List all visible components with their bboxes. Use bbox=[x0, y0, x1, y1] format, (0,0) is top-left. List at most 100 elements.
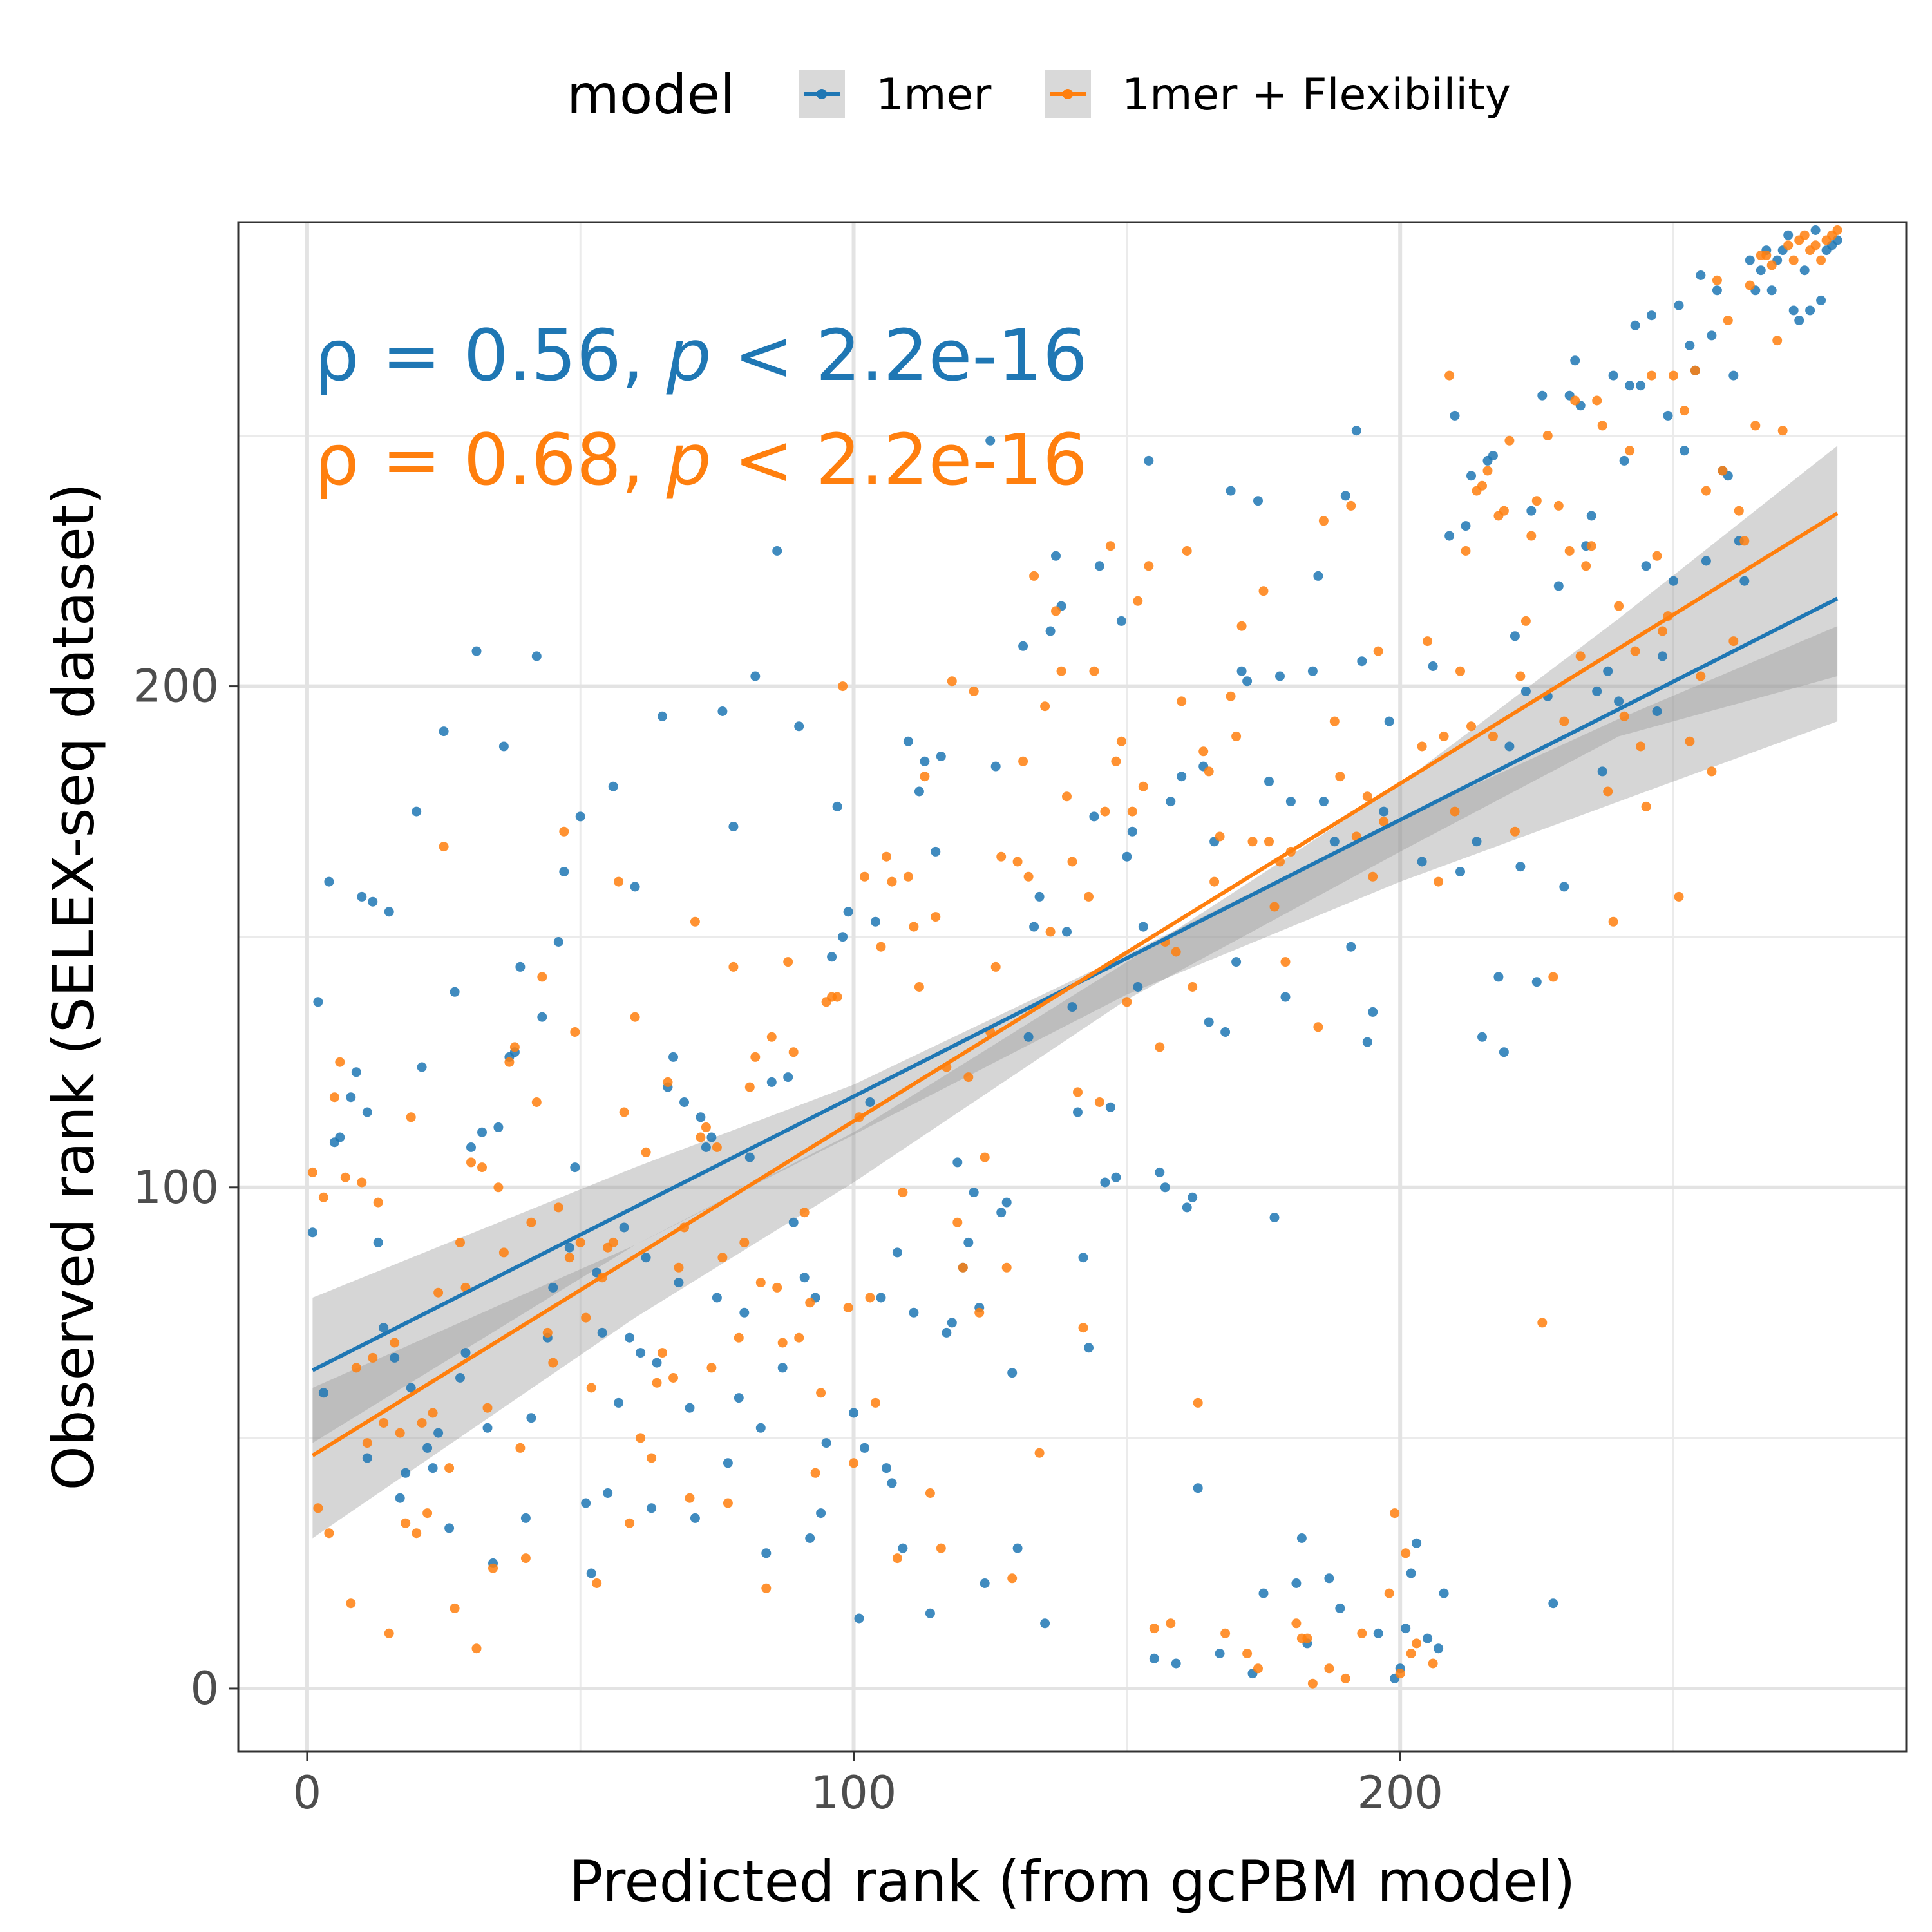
point-s1-2 bbox=[318, 1192, 328, 1202]
point-s1-158 bbox=[1171, 947, 1181, 957]
point-s0-17 bbox=[401, 1468, 411, 1478]
point-s1-55 bbox=[608, 1237, 618, 1247]
point-s0-271 bbox=[1788, 305, 1799, 316]
point-s1-161 bbox=[1188, 982, 1198, 992]
point-s0-265 bbox=[1756, 265, 1766, 276]
point-s1-132 bbox=[1029, 571, 1039, 581]
point-s0-164 bbox=[1204, 1017, 1214, 1027]
point-s1-91 bbox=[805, 1298, 815, 1308]
point-s0-162 bbox=[1193, 1483, 1203, 1493]
fit-line-1 bbox=[311, 511, 1839, 1457]
point-s1-65 bbox=[663, 1077, 673, 1087]
point-s1-239 bbox=[1614, 601, 1624, 611]
point-s0-142 bbox=[1084, 1343, 1094, 1353]
point-s1-216 bbox=[1488, 731, 1498, 741]
point-s1-210 bbox=[1455, 666, 1465, 676]
point-s1-38 bbox=[515, 1443, 526, 1453]
point-s1-15 bbox=[390, 1338, 400, 1348]
legend-entry-1mer-flexibility[interactable]: 1mer + Flexibility bbox=[1045, 70, 1511, 120]
point-s1-46 bbox=[559, 826, 569, 837]
point-s0-170 bbox=[1236, 666, 1247, 676]
point-s1-212 bbox=[1466, 721, 1476, 732]
point-s0-178 bbox=[1280, 992, 1291, 1002]
legend-key-1mer-point bbox=[817, 89, 827, 99]
point-s0-103 bbox=[871, 916, 880, 927]
point-s1-136 bbox=[1051, 606, 1061, 616]
point-s1-4 bbox=[329, 1092, 339, 1103]
point-s1-7 bbox=[346, 1598, 356, 1609]
point-s0-25 bbox=[444, 1523, 455, 1533]
annotation-1mer-rho: ρ = 0.56, bbox=[314, 314, 667, 397]
point-s1-89 bbox=[794, 1332, 804, 1343]
point-s1-172 bbox=[1247, 837, 1258, 847]
point-s1-31 bbox=[477, 1162, 487, 1173]
point-s1-150 bbox=[1127, 806, 1137, 817]
point-s0-135 bbox=[1045, 626, 1056, 636]
point-s1-266 bbox=[1761, 250, 1772, 260]
point-s0-146 bbox=[1105, 1102, 1115, 1112]
point-s1-174 bbox=[1258, 586, 1269, 596]
point-s0-275 bbox=[1810, 225, 1821, 235]
point-s0-41 bbox=[531, 651, 542, 661]
point-s0-229 bbox=[1559, 882, 1569, 892]
point-s0-22 bbox=[428, 1463, 438, 1473]
point-s0-214 bbox=[1477, 1032, 1487, 1042]
point-s0-84 bbox=[766, 1077, 777, 1087]
annotation-1mer-flexibility-p: p bbox=[666, 419, 712, 501]
point-s1-99 bbox=[849, 1458, 859, 1468]
point-s0-42 bbox=[537, 1012, 547, 1022]
legend-entry-1mer[interactable]: 1mer bbox=[799, 70, 991, 120]
point-s1-33 bbox=[488, 1563, 498, 1573]
point-s1-50 bbox=[581, 1312, 591, 1323]
point-s0-141 bbox=[1078, 1253, 1088, 1263]
point-s0-73 bbox=[706, 1132, 717, 1142]
point-s0-241 bbox=[1625, 381, 1635, 391]
point-s0-70 bbox=[690, 1513, 700, 1523]
point-s0-250 bbox=[1674, 300, 1684, 310]
point-s1-48 bbox=[570, 1027, 580, 1037]
point-s0-21 bbox=[422, 1443, 433, 1453]
point-s1-167 bbox=[1220, 1628, 1231, 1638]
point-s1-45 bbox=[553, 1202, 564, 1213]
point-s1-131 bbox=[1023, 871, 1034, 882]
point-s1-86 bbox=[777, 1338, 788, 1348]
point-s0-55 bbox=[608, 781, 618, 791]
point-s1-70 bbox=[690, 916, 700, 927]
point-s1-273 bbox=[1799, 230, 1810, 240]
point-s0-222 bbox=[1520, 686, 1531, 696]
point-s1-186 bbox=[1324, 1663, 1334, 1674]
point-s1-249 bbox=[1669, 370, 1678, 381]
point-s0-202 bbox=[1412, 1538, 1422, 1548]
point-s0-51 bbox=[586, 1568, 596, 1578]
point-s1-51 bbox=[586, 1383, 596, 1393]
point-s0-191 bbox=[1351, 426, 1361, 436]
point-s0-207 bbox=[1439, 1588, 1449, 1598]
point-s1-19 bbox=[412, 1528, 422, 1539]
point-s0-89 bbox=[794, 721, 804, 732]
point-s1-119 bbox=[958, 1262, 968, 1273]
point-s1-160 bbox=[1182, 546, 1192, 556]
point-s0-138 bbox=[1062, 927, 1072, 937]
point-s1-189 bbox=[1340, 1673, 1350, 1683]
point-s1-232 bbox=[1575, 651, 1586, 661]
point-s0-192 bbox=[1357, 656, 1367, 667]
point-s0-40 bbox=[526, 1413, 536, 1423]
point-s0-145 bbox=[1100, 1177, 1110, 1188]
point-s1-21 bbox=[422, 1508, 433, 1519]
point-s1-269 bbox=[1777, 426, 1788, 436]
point-s1-56 bbox=[614, 876, 624, 887]
point-s0-221 bbox=[1515, 862, 1526, 872]
point-s1-151 bbox=[1133, 596, 1143, 606]
point-s1-270 bbox=[1783, 240, 1794, 251]
point-s1-153 bbox=[1144, 561, 1154, 571]
point-s0-44 bbox=[548, 1282, 558, 1293]
point-s1-76 bbox=[723, 1498, 733, 1508]
point-s1-225 bbox=[1537, 1318, 1548, 1328]
point-s0-0 bbox=[307, 1227, 317, 1238]
point-s1-256 bbox=[1707, 766, 1717, 777]
point-s1-137 bbox=[1056, 666, 1066, 676]
point-s1-13 bbox=[379, 1418, 389, 1428]
point-s0-212 bbox=[1466, 471, 1476, 481]
point-s1-207 bbox=[1439, 731, 1449, 741]
point-s0-219 bbox=[1504, 741, 1515, 752]
